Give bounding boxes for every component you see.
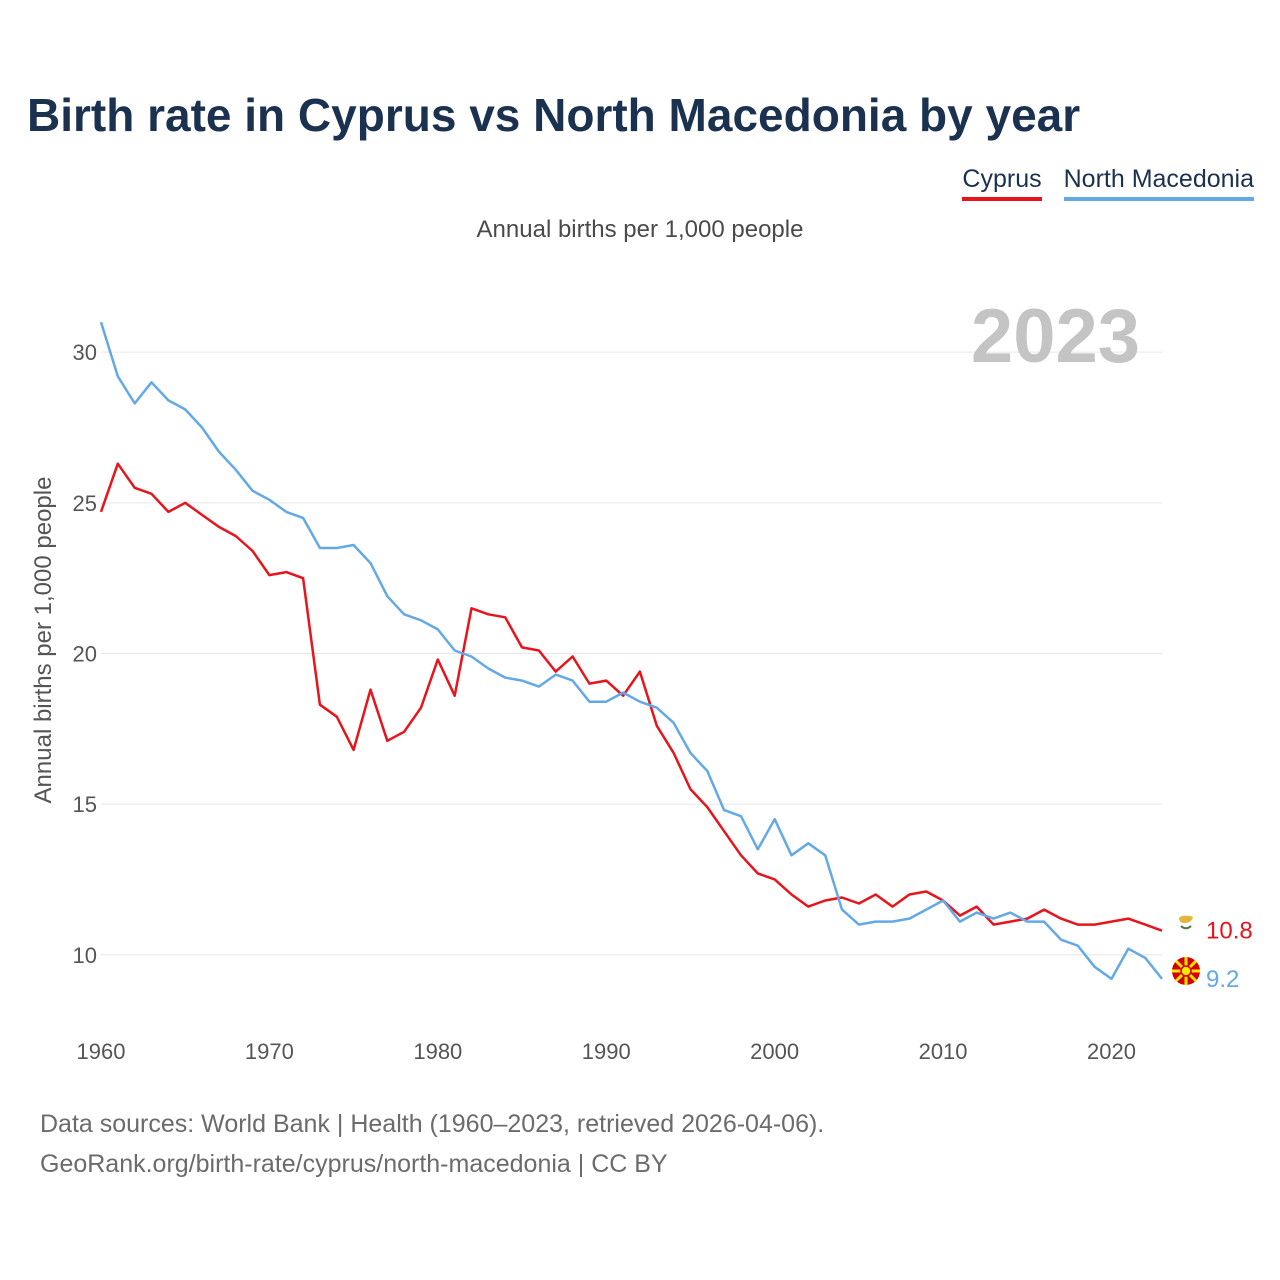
x-tick-label: 1970 <box>245 1039 294 1064</box>
end-label-layer: 10.8 9.2 <box>1206 918 1253 993</box>
x-tick-label: 1960 <box>77 1039 126 1064</box>
footer: Data sources: World Bank | Health (1960–… <box>40 1104 824 1184</box>
end-value-label-cyprus: 10.8 <box>1206 918 1253 945</box>
north-macedonia-flag-icon <box>1172 957 1200 985</box>
credit-link[interactable]: GeoRank.org/birth-rate/cyprus/north-mace… <box>40 1150 668 1178</box>
grid-layer <box>101 351 1162 956</box>
legend-item-north-macedonia[interactable]: North Macedonia <box>1063 164 1254 201</box>
tick-layer: 10 15 20 25 30 1960 1970 1980 1990 2000 2010 2020 <box>73 340 1136 1064</box>
x-tick-label: 2020 <box>1087 1039 1136 1064</box>
cyprus-flag-icon <box>1175 910 1197 932</box>
source-note: Data sources: World Bank | Health (1960–… <box>40 1110 825 1138</box>
series-line-north-macedonia[interactable] <box>99 321 1163 981</box>
chart-subtitle: Annual births per 1,000 people <box>476 216 804 243</box>
x-tick-label: 1990 <box>582 1039 631 1064</box>
y-tick-label: 15 <box>73 792 97 817</box>
x-tick-label: 1980 <box>413 1039 462 1064</box>
y-tick-label: 25 <box>73 491 97 516</box>
y-axis-title: Annual births per 1,000 people <box>30 477 57 804</box>
y-tick-label: 10 <box>73 943 97 968</box>
y-tick-label: 20 <box>73 641 97 666</box>
x-tick-label: 2000 <box>750 1039 799 1064</box>
year-watermark: 2023 <box>971 294 1140 379</box>
end-marker-layer <box>1172 910 1200 985</box>
x-tick-label: 2010 <box>919 1039 968 1064</box>
end-value-label-north-macedonia: 9.2 <box>1206 966 1239 993</box>
chart-title: Birth rate in Cyprus vs North Macedonia … <box>27 89 1081 141</box>
series-layer <box>99 321 1163 981</box>
legend: Cyprus North Macedonia <box>962 164 1254 201</box>
y-tick-label: 30 <box>73 340 97 365</box>
legend-item-cyprus[interactable]: Cyprus <box>962 164 1042 201</box>
